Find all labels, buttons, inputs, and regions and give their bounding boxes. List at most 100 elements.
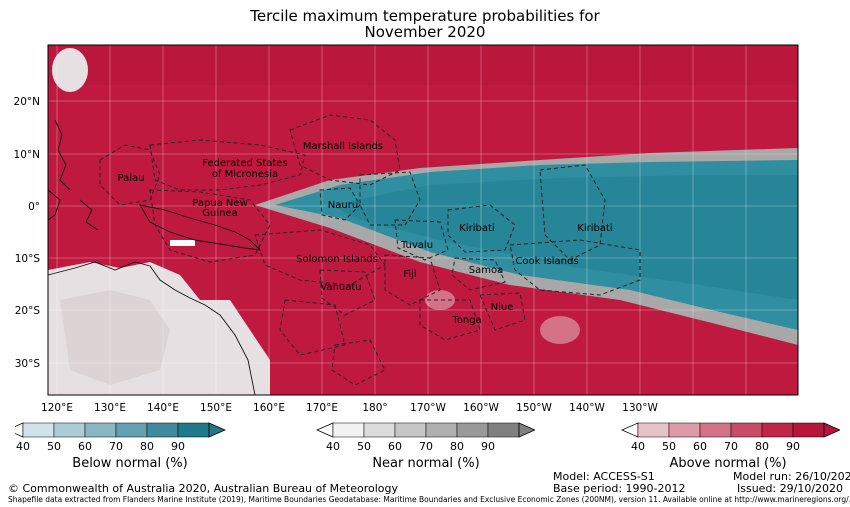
lon-label: 160°W	[463, 402, 499, 414]
colorbar-swatch	[115, 422, 148, 438]
colorbar-tick-label: 60	[78, 440, 92, 453]
place-label: Marshall Islands	[303, 141, 383, 152]
colorbar-min-arrow	[316, 422, 334, 438]
lon-label: 170°W	[410, 402, 446, 414]
place-label: Nauru	[328, 200, 358, 211]
colorbar-tick-label: 50	[47, 440, 61, 453]
lon-label: 160°E	[253, 402, 285, 414]
colorbar-tick-label: 50	[357, 440, 371, 453]
colorbar-near-normal: 40 50 60 70 80 90	[316, 422, 535, 453]
place-label: Fiji	[403, 269, 416, 280]
png-eez	[149, 189, 271, 263]
lon-label: 140°E	[147, 402, 179, 414]
model-run-text: Model run: 26/10/2020	[733, 470, 850, 483]
lat-label: 30°S	[15, 358, 41, 370]
lat-label: 20°S	[15, 305, 41, 317]
place-label: Niue	[491, 302, 514, 313]
colorbar-swatch	[487, 422, 520, 438]
colorbar-swatch	[177, 422, 210, 438]
samoa-eez	[451, 257, 506, 291]
australia-coastline	[47, 261, 256, 396]
colorbar-tick-label: 50	[662, 440, 676, 453]
place-label: Kiribati	[459, 223, 494, 234]
colorbar-above-normal: 40 50 60 70 80 90	[621, 422, 840, 453]
colorbar-swatch	[332, 422, 365, 438]
shapefile-credit: Shapefile data extracted from Flanders M…	[8, 495, 850, 504]
colorbar-tick-label: 90	[786, 440, 800, 453]
place-label: Samoa	[469, 265, 503, 276]
place-label: Cook Islands	[515, 256, 578, 267]
colorbar-near-normal-label: Near normal (%)	[372, 456, 480, 471]
map-title-line2: November 2020	[364, 23, 486, 41]
kiribati-east-eez	[539, 164, 606, 261]
lat-label: 0°	[28, 201, 40, 213]
lat-label: 10°N	[14, 149, 40, 161]
australia-shade	[60, 290, 170, 385]
colorbar-swatch	[363, 422, 396, 438]
map-frame	[47, 44, 799, 396]
kiribati-central-eez	[447, 204, 516, 253]
colorbar-tick-label: 70	[724, 440, 738, 453]
lon-label: 140°W	[569, 402, 605, 414]
colorbar-swatch	[53, 422, 86, 438]
colorbar-swatch	[394, 422, 427, 438]
base-period-text: Base period: 1990-2012	[553, 482, 686, 495]
issued-text: Issued: 29/10/2020	[737, 482, 844, 495]
colorbar-tick-label: 60	[693, 440, 707, 453]
place-label: Federated States	[202, 158, 287, 169]
nauru-eez	[319, 187, 361, 221]
lat-label: 10°S	[15, 253, 41, 265]
lat-label: 20°N	[14, 96, 40, 108]
colorbar-tick-label: 40	[631, 440, 645, 453]
south-eez	[331, 339, 386, 386]
colorbar-below-normal-label: Below normal (%)	[72, 456, 188, 471]
cook-eez	[509, 239, 641, 296]
colorbar-tick-label: 80	[755, 440, 769, 453]
fiji-eez	[384, 254, 441, 306]
colorbar-swatch	[425, 422, 458, 438]
sulawesi-coastline	[79, 199, 99, 231]
lon-label: 180°	[362, 402, 387, 414]
borneo-coastline	[47, 189, 61, 221]
lon-label: 170°E	[306, 402, 338, 414]
eez-boundaries	[99, 114, 641, 386]
marshall-eez	[289, 114, 401, 186]
colorbar-max-arrow	[823, 422, 840, 438]
place-label: Guinea	[202, 208, 237, 219]
copyright-text: © Commonwealth of Australia 2020, Austra…	[8, 482, 398, 495]
colorbar-tick-label: 70	[109, 440, 123, 453]
colorbar-tick-label: 90	[171, 440, 185, 453]
colorbar-tick-label: 80	[140, 440, 154, 453]
palau-eez	[99, 144, 161, 206]
colorbar-tick-label: 90	[481, 440, 495, 453]
place-label: Tuvalu	[400, 240, 433, 251]
place-label: Tonga	[451, 315, 481, 326]
lon-label: 130°W	[622, 402, 658, 414]
colorbar-swatch	[730, 422, 763, 438]
light-patch	[52, 48, 88, 92]
place-label: of Micronesia	[212, 169, 278, 180]
map-title-line1: Tercile maximum temperature probabilitie…	[250, 7, 600, 25]
colorbar-min-arrow	[621, 422, 639, 438]
solomon-eez	[254, 229, 386, 286]
coastlines	[47, 119, 262, 396]
colorbar-tick-label: 80	[450, 440, 464, 453]
colorbar-tick-label: 40	[16, 440, 30, 453]
png-near-normal-patch	[170, 240, 195, 246]
colorbar-swatch	[668, 422, 701, 438]
colorbar-swatch	[792, 422, 825, 438]
colorbar-tick-label: 40	[326, 440, 340, 453]
colorbar-max-arrow	[518, 422, 535, 438]
colorbar-swatch	[761, 422, 794, 438]
new-caledonia-eez	[279, 299, 346, 356]
place-label: Kiribati	[577, 223, 612, 234]
place-label: Solomon Islands	[296, 254, 378, 265]
lon-label: 150°E	[200, 402, 232, 414]
map-shade-band	[48, 45, 798, 85]
light-patch	[425, 290, 455, 310]
colorbar-swatch	[84, 422, 117, 438]
model-text: Model: ACCESS-S1	[553, 470, 655, 483]
colorbar-below-normal: 40 50 60 70 80 90	[15, 422, 226, 453]
light-patch	[540, 316, 580, 344]
colorbar-max-arrow	[208, 422, 226, 438]
